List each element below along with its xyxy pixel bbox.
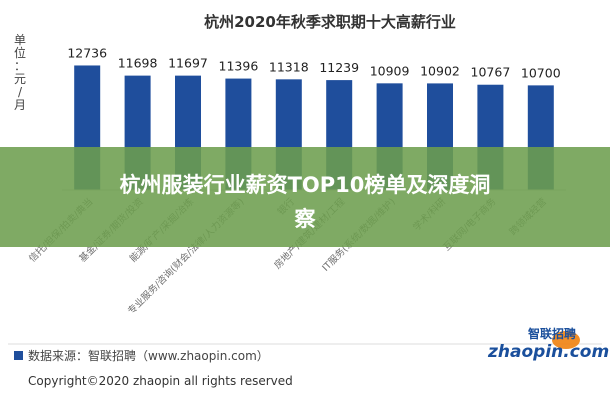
source-label: 数据来源：智联招聘（www.zhaopin.com） <box>28 348 269 363</box>
unit-char-6: 月 <box>14 98 26 112</box>
value-label-6: 11239 <box>319 60 359 75</box>
logo-swoosh-icon <box>552 331 580 349</box>
banner-line-1: 杭州服装行业薪资TOP10榜单及深度洞 <box>120 173 491 197</box>
value-label-2: 11698 <box>118 56 158 71</box>
value-label-5: 11318 <box>269 59 309 74</box>
source-marker <box>14 351 23 360</box>
value-label-8: 10902 <box>420 63 460 78</box>
unit-char-5: / <box>18 85 23 99</box>
logo-cn-text: 智联招聘 <box>527 326 576 341</box>
value-label-1: 12736 <box>67 45 107 60</box>
value-label-4: 11396 <box>219 59 259 74</box>
zhaopin-logo: 智联招聘 zhaopin.com <box>487 326 609 362</box>
banner-line-2: 察 <box>295 207 317 231</box>
copyright-text: Copyright©2020 zhaopin all rights reserv… <box>28 374 293 388</box>
chart-title: 杭州2020年秋季求职期十大高薪行业 <box>204 13 456 31</box>
value-label-7: 10909 <box>370 63 410 78</box>
value-label-10: 10700 <box>521 65 561 80</box>
unit-char-4: 元 <box>14 72 26 86</box>
value-label-9: 10767 <box>471 65 511 80</box>
title-banner <box>0 147 610 247</box>
unit-char-3: ： <box>14 59 26 73</box>
unit-char-2: 位 <box>14 45 26 60</box>
logo-wordmark: zhaopin.com <box>487 342 609 362</box>
unit-char-1: 单 <box>14 33 26 47</box>
value-labels: 12736 11698 11697 11396 11318 11239 10909 10902… <box>67 45 560 80</box>
unit-label: 单位：元/月 <box>14 33 26 112</box>
value-label-3: 11697 <box>168 56 208 71</box>
